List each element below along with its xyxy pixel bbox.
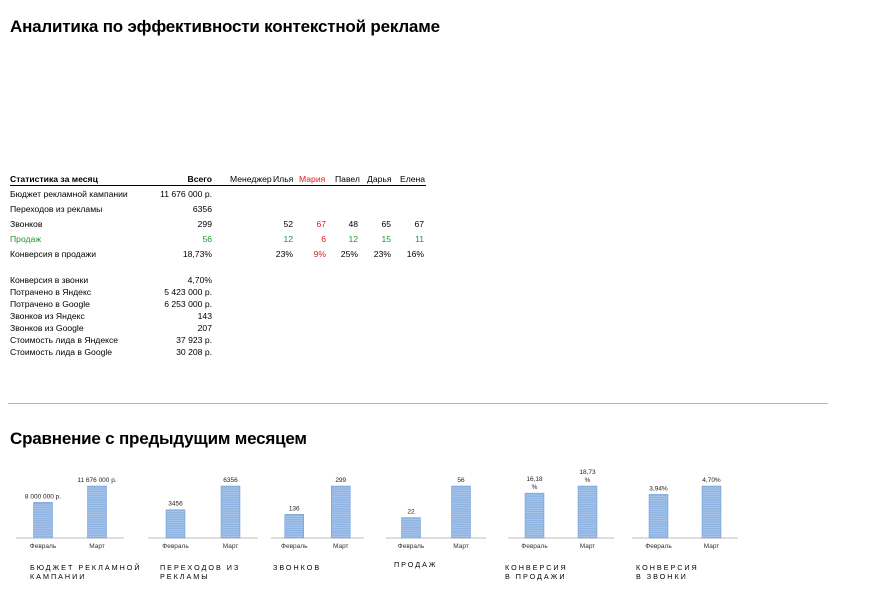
row-value-darya: 65 — [381, 219, 391, 229]
row-label: Потрачено в Google — [10, 299, 90, 309]
row-label: Стоимость лида в Google — [10, 347, 113, 357]
row-value-elena: 11 — [415, 234, 424, 244]
row-total: 11 676 000 р. — [160, 189, 212, 199]
row-label: Переходов из рекламы — [10, 204, 103, 214]
row-value-maria: 6 — [321, 234, 326, 244]
row-label: Звонков из Google — [10, 323, 84, 333]
data-label: 18,73% — [579, 469, 596, 484]
chart-caption: ПЕРЕХОДОВ ИЗ РЕКЛАМЫ — [160, 563, 241, 581]
row-label: Конверсия в продажи — [10, 249, 97, 259]
data-label: 22 — [407, 509, 415, 516]
section-divider — [8, 403, 828, 404]
category-label: Февраль — [521, 543, 548, 550]
stats-header-total: Всего — [187, 174, 212, 184]
data-label: 136 — [289, 505, 300, 512]
data-label: 3,94% — [649, 485, 668, 492]
category-label: Март — [89, 543, 105, 550]
row-value-pavel: 12 — [348, 234, 358, 244]
section-title-comparison: Сравнение с предыдущим месяцем — [10, 429, 307, 448]
row-value-maria: 9% — [313, 249, 326, 259]
stats-header-label: Статистика за месяц — [10, 174, 98, 184]
data-label: 6356 — [223, 477, 238, 484]
chart-caption: БЮДЖЕТ РЕКЛАМНОЙ КАМПАНИИ — [30, 563, 142, 581]
row-total: 6356 — [192, 204, 212, 214]
bar-Февраль — [284, 514, 304, 539]
manager-ilya: Илья — [273, 174, 294, 184]
manager-darya: Дарья — [367, 174, 392, 184]
category-label: Февраль — [398, 543, 425, 550]
category-label: Февраль — [30, 543, 57, 550]
row-total: 56 — [202, 234, 212, 244]
row-value-ilya: 52 — [283, 219, 293, 229]
bar-Февраль — [165, 509, 186, 539]
row-label: Звонков — [10, 219, 43, 229]
row-value-elena: 16% — [406, 249, 424, 259]
chart-caption: ЗВОНКОВ — [273, 563, 322, 572]
row-value-darya: 23% — [373, 249, 391, 259]
category-label: Март — [704, 543, 720, 550]
bar-Февраль — [524, 492, 545, 539]
chart-caption: КОНВЕРСИЯ В ЗВОНКИ — [636, 563, 699, 581]
row-value-darya: 15 — [381, 234, 391, 244]
stats-header-managers-prefix: Менеджер — [230, 174, 272, 184]
row-total: 5 423 000 р. — [164, 287, 212, 297]
row-value-maria: 67 — [316, 219, 326, 229]
row-total: 6 253 000 р. — [164, 299, 212, 309]
category-label: Февраль — [281, 543, 308, 550]
row-label: Звонков из Яндекс — [10, 311, 85, 321]
row-total: 37 923 р. — [176, 335, 212, 345]
category-label: Март — [223, 543, 239, 550]
row-value-ilya: 12 — [283, 234, 293, 244]
row-label: Конверсия в звонки — [10, 275, 89, 285]
row-label: Бюджет рекламной кампании — [10, 189, 128, 199]
data-label: 11 676 000 р. — [77, 477, 116, 484]
row-value-pavel: 25% — [340, 249, 358, 259]
manager-elena: Елена — [400, 174, 426, 184]
data-label: 299 — [335, 477, 346, 484]
category-label: Март — [580, 543, 596, 550]
row-value-elena: 67 — [414, 219, 424, 229]
data-label: 16,18% — [526, 476, 543, 491]
page-title: Аналитика по эффективности контекстной р… — [10, 17, 440, 36]
row-value-ilya: 23% — [275, 249, 293, 259]
manager-pavel: Павел — [335, 174, 360, 184]
row-label: Стоимость лида в Яндексе — [10, 335, 119, 345]
row-total: 4,70% — [187, 275, 212, 285]
row-total: 299 — [197, 219, 212, 229]
category-label: Февраль — [162, 543, 189, 550]
category-label: Март — [333, 543, 349, 550]
data-label: 4,70% — [702, 477, 721, 484]
row-total: 30 208 р. — [176, 347, 212, 357]
manager-maria: Мария — [299, 174, 326, 184]
category-label: Февраль — [645, 543, 672, 550]
row-total: 207 — [197, 323, 212, 333]
row-total: 18,73% — [182, 249, 212, 259]
row-total: 143 — [197, 311, 212, 321]
chart-caption: КОНВЕРСИЯ В ПРОДАЖИ — [505, 563, 568, 581]
row-label: Продаж — [10, 234, 42, 244]
row-label: Потрачено в Яндекс — [10, 287, 92, 297]
data-label: 3456 — [168, 501, 183, 508]
header-underline — [10, 185, 426, 186]
data-label: 56 — [457, 477, 465, 484]
bar-Февраль — [33, 502, 53, 539]
category-label: Март — [453, 543, 469, 550]
data-label: 8 000 000 р. — [25, 493, 61, 500]
row-value-pavel: 48 — [348, 219, 358, 229]
chart-caption: ПРОДАЖ — [394, 560, 438, 569]
